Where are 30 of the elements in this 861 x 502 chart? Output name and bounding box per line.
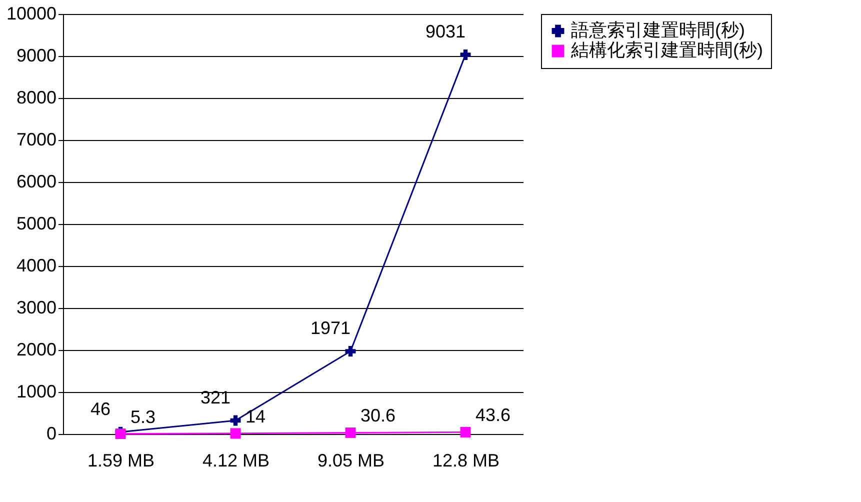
data-label: 9031 — [425, 22, 466, 42]
point — [230, 415, 241, 426]
y-tick-label: 4000 — [16, 256, 56, 276]
y-tick-label: 0 — [46, 424, 56, 444]
y-tick-label: 10000 — [6, 4, 56, 24]
y-tick-label: 2000 — [16, 340, 56, 360]
y-tick-label: 3000 — [16, 298, 56, 318]
point — [460, 426, 471, 438]
data-label: 46 — [90, 399, 111, 420]
x-tick-label: 4.12 MB — [202, 450, 270, 470]
point — [230, 428, 241, 439]
data-label: 30.6 — [360, 406, 396, 426]
data-label: 1971 — [310, 318, 351, 338]
point — [345, 346, 356, 356]
point — [460, 49, 471, 60]
y-tick-label: 6000 — [16, 172, 56, 192]
data-label: 43.6 — [476, 405, 511, 426]
y-tick-label: 9000 — [16, 46, 56, 66]
x-tick-label: 12.8 MB — [432, 450, 500, 470]
y-tick-label: 7000 — [16, 130, 56, 150]
x-tick-label: 1.59 MB — [87, 450, 155, 470]
data-label: 5.3 — [130, 406, 156, 427]
legend-label: 語意索引建置時間(秒) — [571, 20, 745, 40]
point — [345, 427, 356, 438]
data-label: 14 — [246, 406, 266, 426]
y-tick-label: 1000 — [16, 382, 56, 402]
y-tick-label: 5000 — [16, 214, 56, 234]
y-tick-label: 8000 — [16, 88, 56, 108]
legend-label: 結構化索引建置時間(秒) — [570, 40, 763, 60]
x-tick-label: 9.05 MB — [317, 450, 385, 470]
